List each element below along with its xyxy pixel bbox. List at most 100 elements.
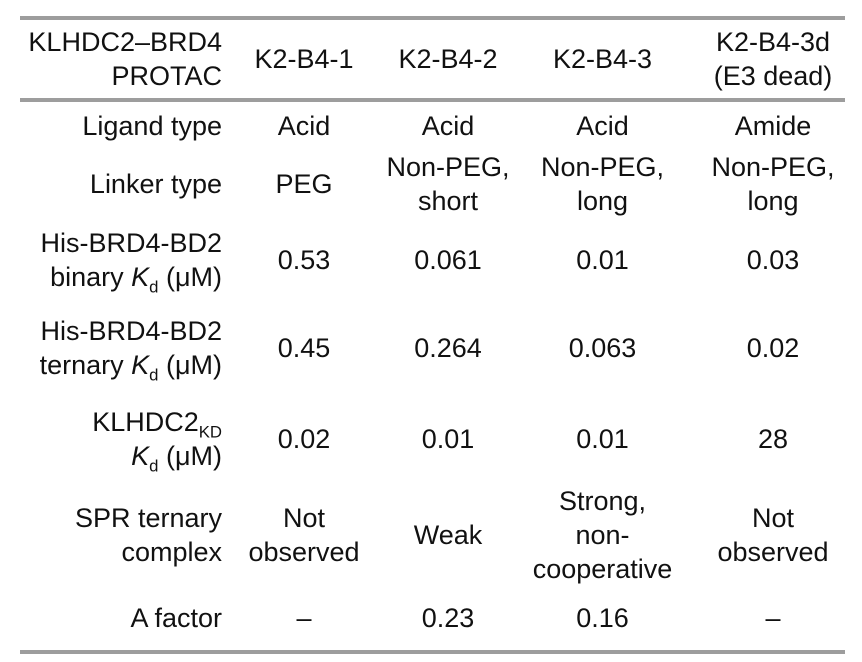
table-cell: Acid — [530, 100, 675, 150]
text-segment: (μM) — [158, 350, 222, 380]
table-cell: Acid — [242, 100, 366, 150]
cell-line: KLHDC2–BRD4 — [20, 25, 222, 59]
data-table: KLHDC2–BRD4 PROTAC K2-B4-1 K2-B4-2 K2-B4-3 K2… — [20, 16, 845, 654]
text-segment: d — [149, 456, 159, 476]
text-segment: 0.01 — [421, 424, 475, 454]
cell-line: K2-B4-1 — [242, 42, 366, 76]
text-segment: KLHDC2–BRD4 — [28, 27, 222, 57]
text-segment: Acid — [277, 111, 331, 141]
table-cell: 0.23 — [366, 586, 530, 652]
cell-line: short — [366, 184, 530, 218]
text-segment: (E3 dead) — [713, 61, 833, 91]
cell-line: 0.03 — [701, 243, 845, 277]
cell-line: 0.53 — [242, 243, 366, 277]
cell-line: – — [242, 601, 366, 635]
table-cell: 0.063 — [530, 302, 675, 394]
table-cell: Strong, non-cooperative — [530, 484, 675, 586]
text-segment: d — [149, 277, 159, 297]
cell-line: Linker type — [20, 167, 222, 201]
text-segment: 0.061 — [414, 245, 482, 275]
cell-line: A factor — [20, 601, 222, 635]
column-header: K2-B4-2 — [366, 18, 530, 100]
text-segment: 0.02 — [746, 333, 800, 363]
table-cell: Not observed — [675, 484, 845, 586]
text-segment: – — [765, 603, 781, 633]
table-cell: 0.02 — [242, 394, 366, 484]
cell-line: PEG — [242, 167, 366, 201]
cell-line: His-BRD4-BD2 — [20, 226, 222, 260]
text-segment: SPR ternary — [74, 503, 222, 533]
header-row-label: KLHDC2–BRD4 PROTAC — [20, 18, 242, 100]
table-cell: 0.01 — [530, 394, 675, 484]
cell-line: 0.01 — [530, 422, 675, 456]
text-segment: Linker type — [89, 169, 222, 199]
cell-line: K2-B4-2 — [366, 42, 530, 76]
table-row-a-factor: A factor – 0.23 0.16 – — [20, 586, 845, 652]
table-cell: 0.16 — [530, 586, 675, 652]
text-segment: K — [131, 350, 150, 380]
cell-line: Acid — [242, 109, 366, 143]
text-segment: ternary — [39, 350, 132, 380]
column-header: K2-B4-3 — [530, 18, 675, 100]
text-segment: Non-PEG, — [540, 152, 665, 182]
table-row-ligand-type: Ligand type Acid Acid Acid Amide — [20, 100, 845, 150]
table-cell: 0.01 — [366, 394, 530, 484]
row-label: A factor — [20, 586, 242, 652]
text-segment: cooperative — [532, 554, 673, 584]
cell-line: K2-B4-3d — [701, 25, 845, 59]
row-label: SPR ternary complex — [20, 484, 242, 586]
table-cell: – — [675, 586, 845, 652]
cell-line: (E3 dead) — [701, 59, 845, 93]
text-segment: observed — [248, 537, 360, 567]
cell-line: observed — [242, 535, 366, 569]
table-cell: 0.03 — [675, 218, 845, 302]
cell-line: 0.02 — [242, 422, 366, 456]
text-segment: 0.45 — [277, 333, 331, 363]
text-segment: Ligand type — [82, 111, 222, 141]
text-segment: 0.02 — [277, 424, 331, 454]
text-segment: 0.03 — [746, 245, 800, 275]
text-segment: Amide — [734, 111, 812, 141]
table-cell: 0.45 — [242, 302, 366, 394]
table-cell: Amide — [675, 100, 845, 150]
text-segment: KLHDC2 — [92, 407, 199, 437]
text-segment: 0.063 — [568, 333, 637, 363]
cell-line: Strong, non- — [530, 484, 675, 552]
text-segment: Weak — [413, 520, 483, 550]
header-row: KLHDC2–BRD4 PROTAC K2-B4-1 K2-B4-2 K2-B4-3 K2… — [20, 18, 845, 100]
cell-line: Non-PEG, — [701, 150, 845, 184]
text-segment: long — [576, 186, 629, 216]
text-segment: (μM) — [158, 262, 222, 292]
row-label: Linker type — [20, 150, 242, 218]
table-row-his-brd4-bd2-binary-kd: His-BRD4-BD2 binary Kd (μM) 0.53 0.061 0.01 0… — [20, 218, 845, 302]
text-segment: Strong, non- — [558, 486, 647, 550]
cell-line: Not — [242, 501, 366, 535]
cell-line: cooperative — [530, 552, 675, 586]
table-cell: Non-PEG, short — [366, 150, 530, 218]
column-header: K2-B4-3d (E3 dead) — [675, 18, 845, 100]
cell-line: – — [701, 601, 845, 635]
table-cell: 0.02 — [675, 302, 845, 394]
cell-line: Not — [701, 501, 845, 535]
cell-line: 0.01 — [530, 243, 675, 277]
row-label: His-BRD4-BD2 ternary Kd (μM) — [20, 302, 242, 394]
text-segment: short — [417, 186, 479, 216]
cell-line: Non-PEG, — [530, 150, 675, 184]
table-cell: Acid — [366, 100, 530, 150]
cell-line: Weak — [366, 518, 530, 552]
cell-line: binary Kd (μM) — [20, 260, 222, 297]
table-body: Ligand type Acid Acid Acid Amide Linker type P… — [20, 100, 845, 652]
table-cell: Not observed — [242, 484, 366, 586]
cell-line: 0.063 — [530, 331, 675, 365]
row-label: Ligand type — [20, 100, 242, 150]
text-segment: Acid — [576, 111, 629, 141]
table-cell: 0.264 — [366, 302, 530, 394]
text-segment: (μM) — [158, 441, 222, 471]
table-row-linker-type: Linker type PEG Non-PEG, short Non-PEG, long N… — [20, 150, 845, 218]
text-segment: His-BRD4-BD2 — [40, 228, 222, 258]
text-segment: binary — [50, 262, 132, 292]
text-segment: Not — [751, 503, 795, 533]
text-segment: observed — [717, 537, 829, 567]
text-segment: K — [131, 262, 150, 292]
cell-line: 0.02 — [701, 331, 845, 365]
